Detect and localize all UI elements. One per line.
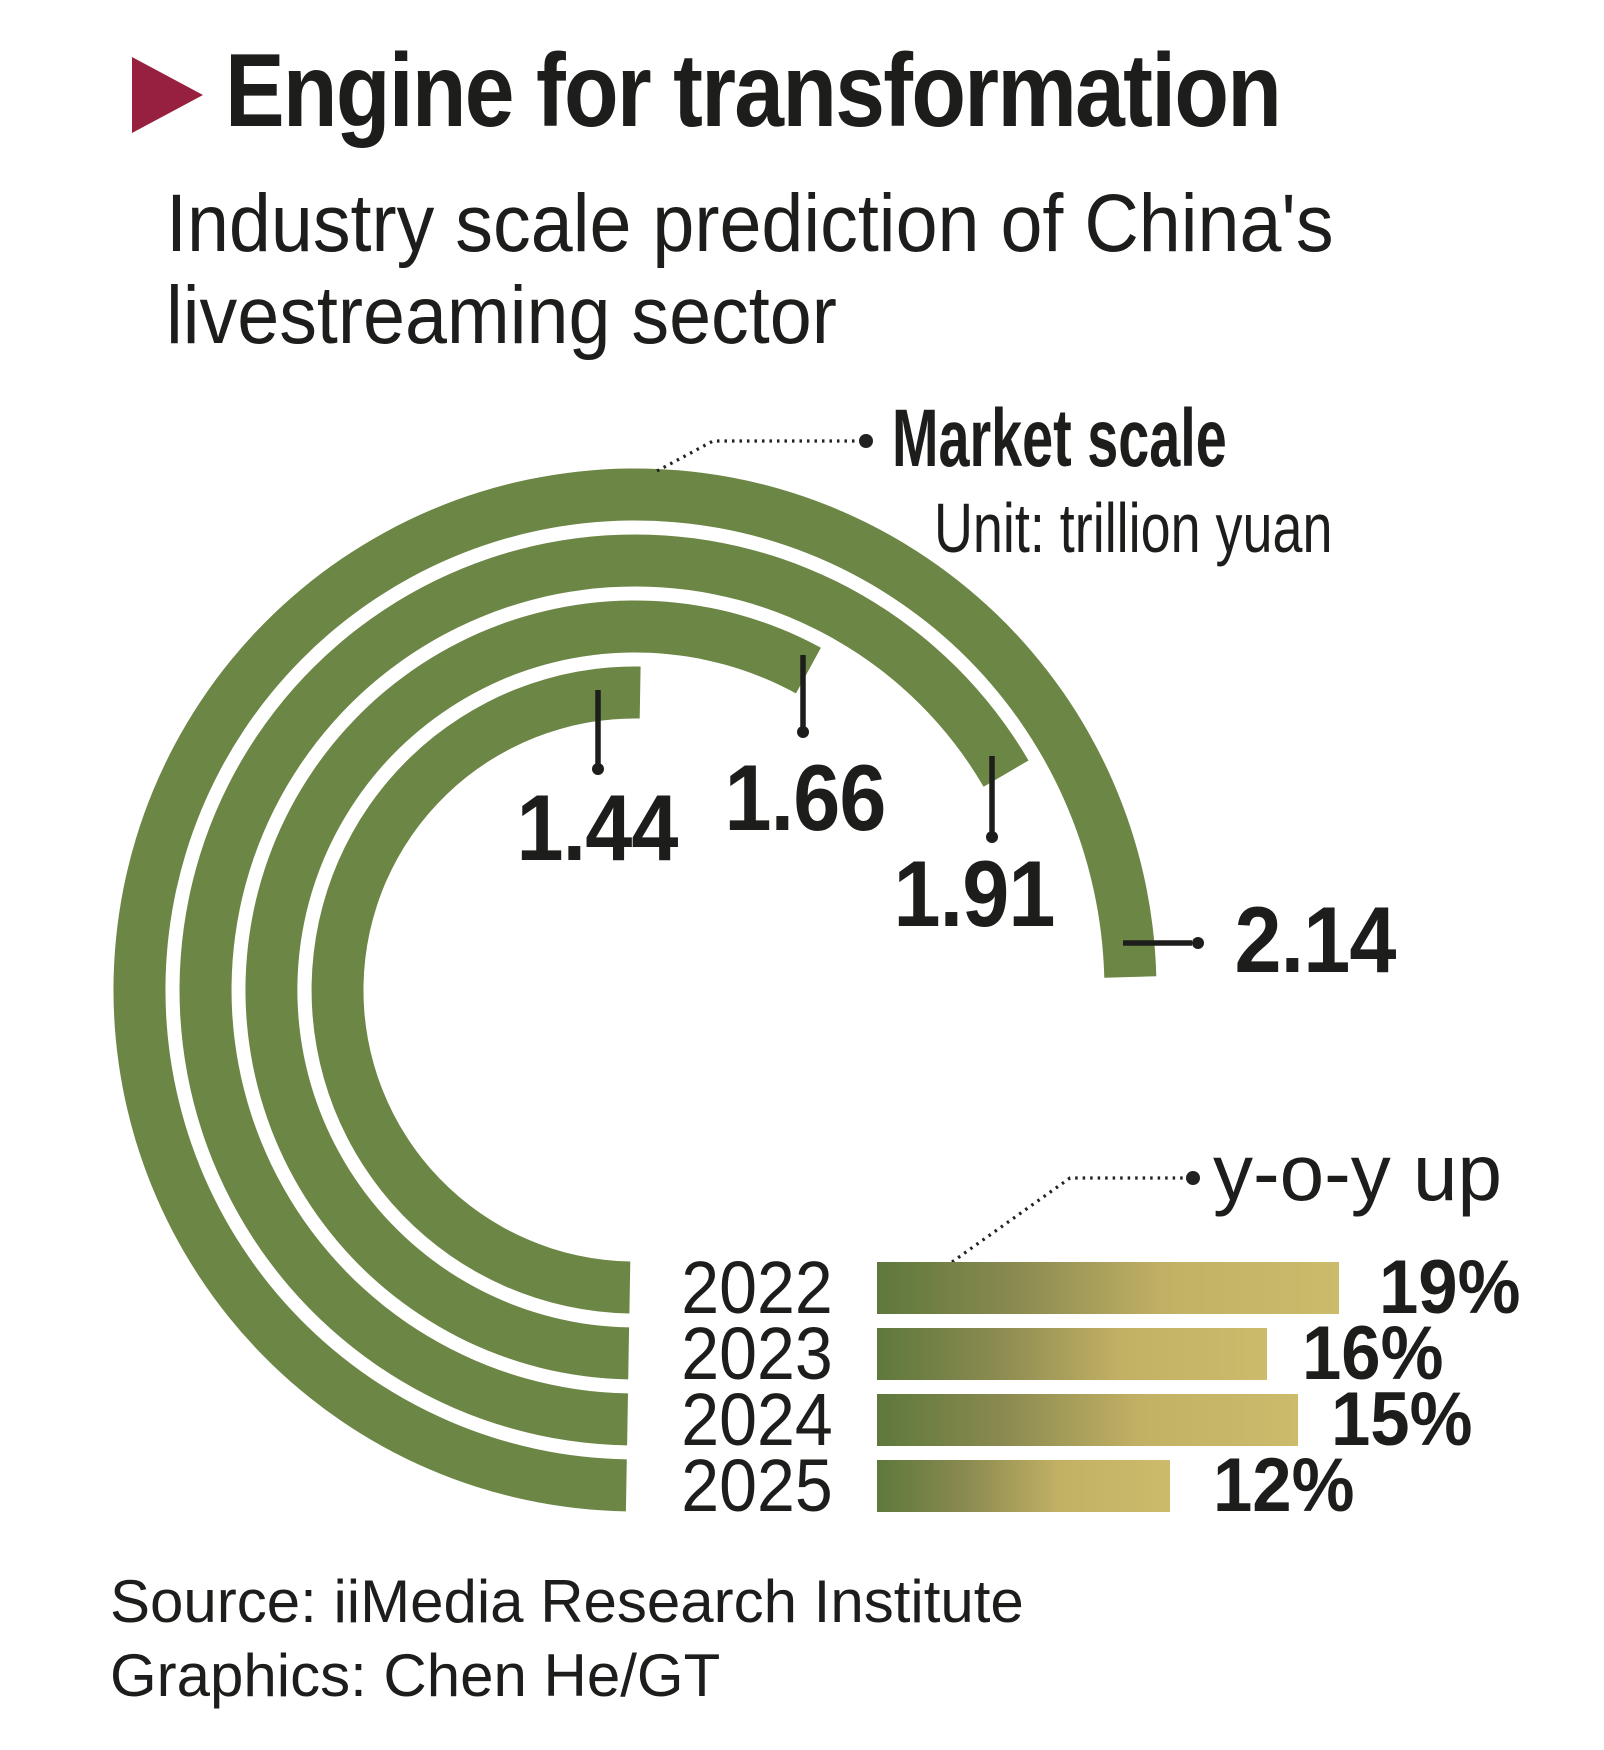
market-scale-leader — [656, 439, 856, 473]
subtitle-line-1: Industry scale prediction of China's — [166, 178, 1334, 269]
value-ticks — [595, 655, 1192, 946]
pct-label-2022: 19% — [1379, 1245, 1521, 1330]
subtitle-line-2: livestreaming sector — [166, 270, 837, 361]
market-scale-leader-dot — [859, 434, 873, 448]
unit-label: Unit: trillion yuan — [934, 489, 1333, 567]
page-title: Engine for transformation — [225, 33, 1282, 149]
pct-label-2024: 15% — [1331, 1377, 1473, 1462]
pct-label-2025: 12% — [1213, 1443, 1355, 1528]
year-label-2024: 2024 — [681, 1378, 833, 1461]
source-credit: Source: iiMedia Research Institute Graph… — [110, 1565, 1024, 1713]
year-label-2023: 2023 — [681, 1312, 833, 1395]
value-label-2022: 1.44 — [516, 775, 678, 880]
chart-subtitle: Industry scale prediction of China's liv… — [166, 178, 1334, 362]
yoy-bar-2024 — [877, 1394, 1298, 1446]
yoy-bar-2022 — [877, 1262, 1339, 1314]
value-tick-dots — [592, 726, 1204, 949]
yoy-bar-2023 — [877, 1328, 1267, 1380]
market-scale-arcs — [113, 468, 1157, 1512]
legend-yoy-up: y-o-y up — [1213, 1128, 1502, 1217]
title-pointer-icon — [132, 57, 203, 133]
source-line: Source: iiMedia Research Institute — [110, 1568, 1024, 1635]
value-label-2023: 1.66 — [724, 745, 886, 850]
legend-market-scale: Market scale — [892, 393, 1227, 484]
year-label-2022: 2022 — [681, 1246, 833, 1329]
yoy-leader — [951, 1176, 1184, 1264]
market-scale-arc-2022 — [311, 666, 641, 1314]
year-label-2025: 2025 — [681, 1444, 833, 1527]
yoy-bar-2025 — [877, 1460, 1170, 1512]
pct-label-2023: 16% — [1302, 1311, 1444, 1396]
value-label-2024: 1.91 — [893, 841, 1055, 946]
yoy-leader-dot — [1186, 1171, 1200, 1185]
graphics-credit-line: Graphics: Chen He/GT — [110, 1642, 721, 1709]
value-label-2025: 2.14 — [1234, 887, 1396, 992]
